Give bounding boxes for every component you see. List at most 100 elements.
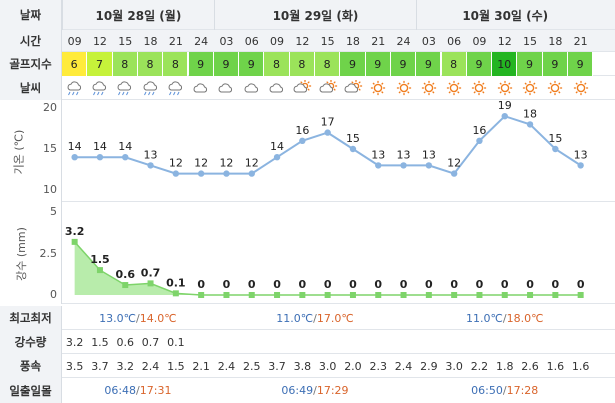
- rainfall-cell: [214, 330, 239, 354]
- golf-index-cell: 8: [112, 52, 138, 76]
- temperature-value-label: 14: [93, 140, 107, 153]
- golf-index-cell: 9: [390, 52, 417, 76]
- temperature-point: [577, 162, 584, 169]
- rain-point: [375, 292, 382, 298]
- rainfall-cell: [442, 330, 467, 354]
- temperature-point: [501, 113, 508, 120]
- sun-ray: [524, 82, 527, 85]
- wind-cell: 3.2: [116, 359, 134, 373]
- minmax-day: 11.0℃/18.0℃: [416, 306, 593, 330]
- cloud-rain-icon: [163, 76, 188, 100]
- rain-point: [476, 292, 483, 298]
- rain-drop: [147, 91, 150, 96]
- temperature-point: [147, 162, 154, 169]
- sun-ray: [431, 82, 435, 85]
- rain-drop: [126, 91, 129, 96]
- sun-ray: [431, 91, 435, 94]
- rain-chart: 3.2 1.5 0.6 0.7 0.1 0 0 0 0 0 0 0 0 0 0 0 0 0 0 0 0: [65, 225, 585, 298]
- sun-ray: [533, 91, 536, 94]
- golf-index-row: 골프지수 6 7 8 8 8 9 9 9 8 8 8 9 9 9 9 8 9 10 9 9 9: [0, 52, 615, 76]
- sun-cloud-icon: [340, 76, 365, 100]
- hour-cell: 24: [396, 34, 411, 48]
- golf-index-cell: 9: [466, 52, 493, 76]
- rainfall-cell: 0.1: [167, 335, 185, 349]
- temperature-point: [172, 170, 180, 177]
- date-cell: 10월 29일 (화): [213, 0, 416, 30]
- temperature-value-label: 12: [219, 157, 233, 170]
- wind-cell: 3.0: [318, 359, 337, 373]
- wind-cell: 1.8: [495, 359, 514, 373]
- golf-index-cell: 8: [163, 52, 189, 76]
- golf-index-cell: 10: [492, 52, 518, 76]
- sun-disk: [525, 83, 535, 93]
- golf-index-cell: 8: [289, 52, 315, 76]
- sun-disk: [399, 83, 408, 93]
- rain-drop: [176, 91, 180, 96]
- sun-disk: [424, 83, 434, 93]
- sun-icon: [391, 76, 416, 100]
- hour-cell: 18: [548, 34, 563, 48]
- rainfall-cell: [517, 330, 542, 354]
- rain-point: [349, 292, 356, 298]
- sun-ray: [507, 82, 511, 85]
- time-row: 시간 09 12 15 18 21 24 03 06 09 12 15 18 21 24 03 06 09 12 1…: [0, 30, 615, 52]
- sun-cloud-icon: [290, 76, 315, 100]
- max-temp: 17.0℃: [316, 311, 354, 325]
- wind-cell: 1.6: [571, 359, 590, 373]
- rain-y-tick-label: 0: [50, 288, 57, 301]
- temperature-point: [349, 145, 357, 153]
- rain-y-tick-label: 2.5: [39, 246, 58, 260]
- sun-ray: [358, 88, 361, 91]
- wind-cell: 2.6: [521, 359, 539, 373]
- sunrise-time: 06:50: [471, 384, 503, 397]
- rain-value-label: 0: [552, 278, 560, 291]
- hour-cell: 09: [472, 34, 487, 48]
- rain-value-label: 0.6: [116, 268, 136, 281]
- temperature-point: [476, 137, 483, 144]
- rain-value-label: 0: [400, 278, 408, 291]
- hour-cell: 15: [320, 34, 335, 48]
- hour-cell: 03: [219, 34, 234, 48]
- sun-ray: [499, 82, 502, 85]
- hour-cell: 12: [295, 34, 310, 48]
- temperature-value-label: 12: [194, 157, 208, 170]
- sun-icon: [416, 76, 441, 100]
- rain-point: [400, 292, 407, 298]
- temperature-value-label: 18: [523, 107, 537, 120]
- rain-value-label: 0: [223, 278, 231, 291]
- sun-day: 06:50/17:28: [416, 378, 593, 403]
- temperature-point: [375, 162, 382, 169]
- sun-ray: [300, 81, 303, 84]
- sun-ray: [549, 82, 553, 85]
- temperature-point: [223, 170, 230, 177]
- sun-icon: [492, 76, 517, 100]
- rain-point: [147, 280, 154, 287]
- rain-value-label: 0: [501, 278, 509, 291]
- sun-ray: [398, 91, 401, 94]
- sun-ray: [372, 82, 376, 85]
- golf-index-cell: 8: [264, 52, 290, 76]
- temperature-point: [122, 154, 129, 161]
- golf-index-cell: 9: [213, 52, 240, 76]
- sun-ray: [423, 82, 426, 85]
- wind-cell: 2.2: [470, 359, 489, 373]
- rainfall-cell: [239, 330, 264, 354]
- wind-cell: 1.5: [167, 359, 185, 373]
- sun-ray: [549, 91, 553, 94]
- wind-cell: 3.7: [91, 359, 109, 373]
- rainfall-cell: [467, 330, 492, 354]
- min-temp: 13.0℃: [99, 311, 137, 325]
- wind-cell: 1.6: [546, 359, 565, 373]
- sun-ray: [507, 91, 511, 94]
- sun-ray: [533, 82, 536, 85]
- golf-index-cell: 9: [365, 52, 391, 76]
- sun-day: 06:48/17:31: [62, 378, 214, 403]
- sun-ray: [524, 91, 527, 94]
- wind-cell: 2.1: [192, 359, 210, 373]
- hour-cell: 12: [497, 34, 512, 48]
- sun-icon: [543, 76, 568, 100]
- wind-cell: 3.0: [445, 359, 463, 373]
- hour-cell: 15: [523, 34, 538, 48]
- temperature-value-label: 14: [68, 140, 82, 153]
- cloud-shape: [143, 81, 157, 91]
